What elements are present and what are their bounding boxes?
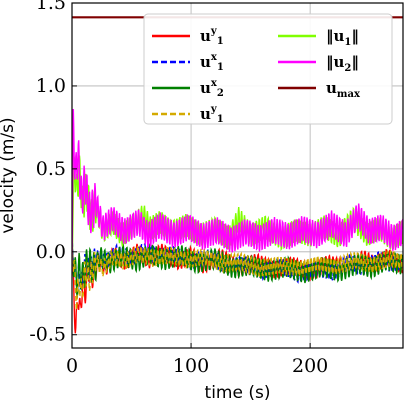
legend-label: ux1 — [200, 52, 224, 73]
legend-box — [143, 13, 393, 125]
x-tick-label: 0 — [66, 355, 78, 377]
legend-label: uy1 — [200, 104, 224, 125]
y-tick-label: 0.5 — [36, 158, 66, 180]
x-tick-label: 100 — [173, 355, 209, 377]
ticks: 0 100 200 -0.5 0.0 0.5 1.0 1.5 — [29, 0, 328, 377]
y-tick-label: 0.0 — [36, 241, 66, 263]
legend-label: uy1 — [200, 26, 224, 47]
legend-label: ‖u1‖ — [326, 27, 359, 48]
y-tick-label: -0.5 — [29, 324, 66, 346]
legend: uy1 ux1 ux2 uy1 ‖u1‖ ‖u2‖ umax — [143, 13, 393, 125]
series-line-4 — [72, 245, 403, 310]
y-tick-label: 1.0 — [36, 75, 66, 97]
x-axis-label: time (s) — [205, 383, 271, 403]
series-line-6 — [72, 108, 403, 273]
plot-frame — [71, 2, 404, 349]
y-tick-label: 1.5 — [36, 0, 66, 14]
y-axis-label: velocity (m/s) — [0, 117, 18, 233]
legend-label: ‖u2‖ — [326, 53, 359, 74]
legend-label: ux2 — [200, 78, 224, 99]
legend-label: umax — [326, 79, 361, 100]
x-tick-label: 200 — [292, 355, 328, 377]
